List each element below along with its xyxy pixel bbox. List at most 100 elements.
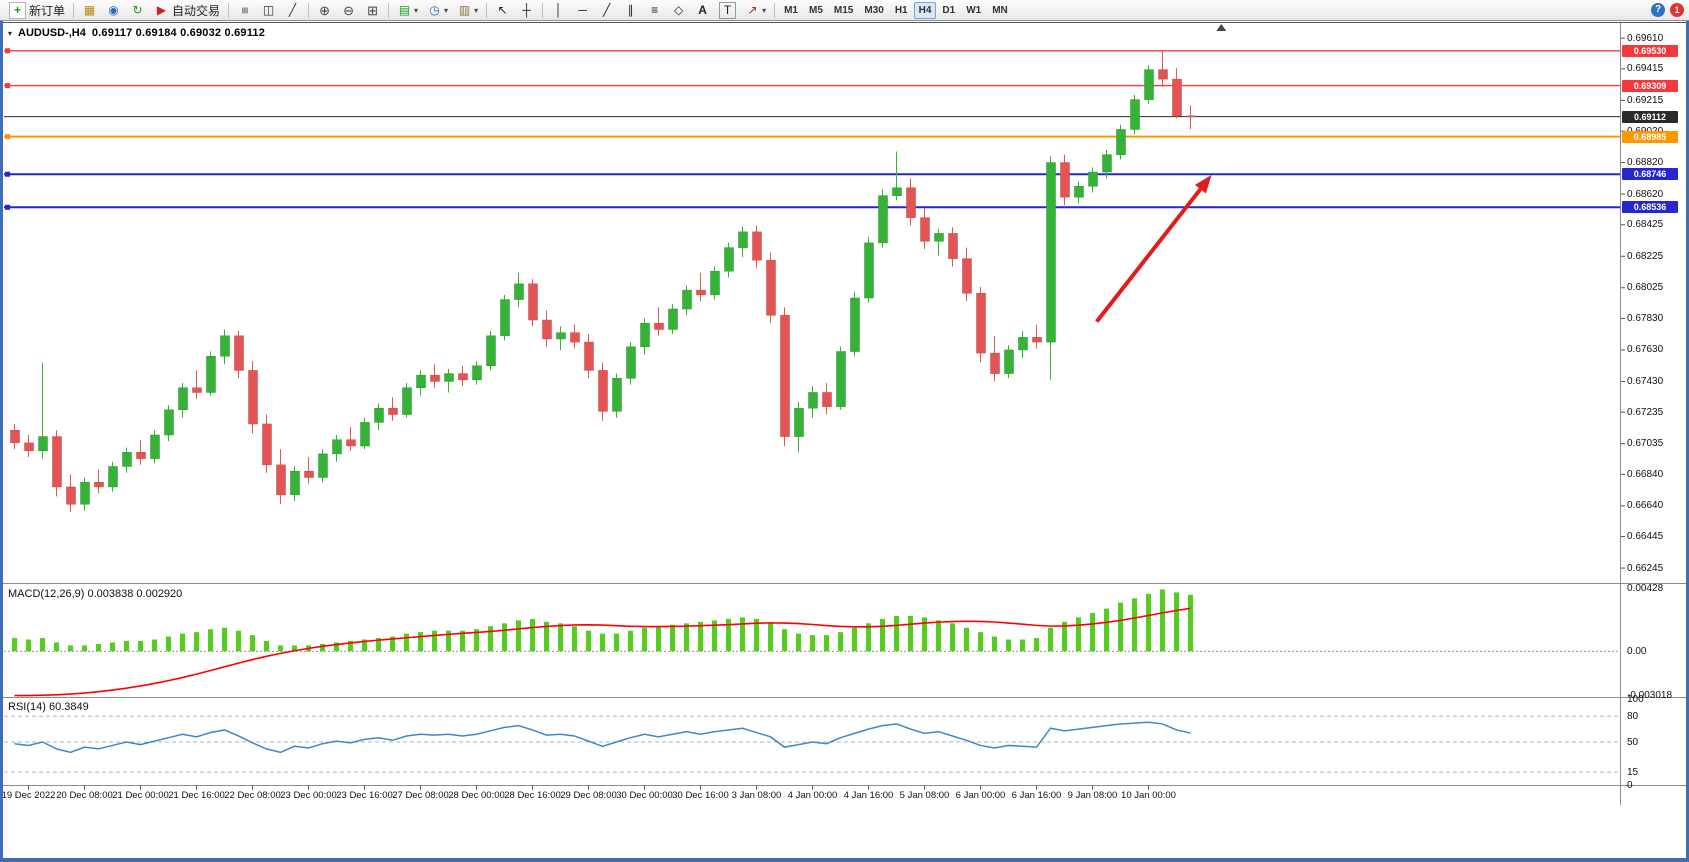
templates-button[interactable]: ▥ ▾ — [453, 1, 482, 19]
cursor-button[interactable]: ↖ — [491, 1, 514, 19]
level-handle[interactable] — [5, 83, 10, 89]
zoom-out-button[interactable]: ⊖ — [337, 1, 360, 19]
fibonacci-icon: ≡ — [651, 2, 659, 17]
window-border — [0, 0, 3, 862]
candle-body — [528, 283, 538, 321]
candle-body — [1046, 162, 1056, 343]
timeframe-m15[interactable]: M15 — [829, 2, 858, 19]
macd-bar — [1048, 627, 1053, 652]
candle-body — [934, 233, 944, 242]
horizontal-line-icon: ─ — [578, 2, 587, 17]
candlestick-button[interactable]: ◫ — [257, 1, 280, 19]
text-button[interactable]: A — [691, 1, 714, 19]
level-handle[interactable] — [5, 204, 10, 210]
zoom-in-button[interactable]: ⊕ — [313, 1, 336, 19]
candle-body — [332, 439, 342, 455]
help-icon[interactable]: ? — [1651, 3, 1665, 17]
timeframe-mn[interactable]: MN — [987, 2, 1013, 19]
timeframe-h4[interactable]: H4 — [913, 1, 937, 19]
horizontal-line-button[interactable]: ─ — [571, 1, 594, 19]
candle-body — [766, 259, 776, 316]
text-label-icon: T — [719, 1, 737, 19]
macd-bar — [572, 626, 577, 652]
horizontal-levels[interactable] — [4, 48, 1620, 210]
timeframe-m30[interactable]: M30 — [859, 2, 888, 19]
candle-body — [794, 407, 804, 437]
macd-bar — [852, 627, 857, 652]
refresh-button[interactable]: ↻ — [126, 1, 149, 19]
level-handle[interactable] — [5, 134, 10, 140]
chart-shift-marker[interactable] — [1216, 24, 1227, 31]
candle-body — [108, 466, 118, 488]
macd-bar — [866, 623, 871, 652]
candle-body — [990, 352, 1000, 374]
candle-body — [850, 297, 860, 352]
arrows-tool-button[interactable]: ↗ ▾ — [741, 1, 770, 19]
candle-body — [444, 373, 454, 382]
macd-bar — [782, 629, 787, 652]
macd-bar — [950, 623, 955, 652]
macd-bar — [740, 617, 745, 652]
text-label-button[interactable]: T — [715, 1, 740, 19]
timeframe-h1[interactable]: H1 — [890, 2, 913, 19]
profiles-button[interactable]: ◉ — [102, 1, 125, 19]
timeframe-w1[interactable]: W1 — [961, 2, 986, 19]
crosshair-button[interactable]: ┼ — [515, 1, 538, 19]
vertical-line-button[interactable]: │ — [547, 1, 570, 19]
new-order-button[interactable]: + 新订单 — [5, 1, 69, 19]
tile-windows-icon: ⊞ — [367, 2, 378, 18]
macd-bar — [390, 636, 395, 652]
macd-bar — [40, 638, 45, 652]
timeframe-m5[interactable]: M5 — [804, 2, 828, 19]
macd-bar — [1020, 639, 1025, 652]
candle-body — [472, 365, 482, 381]
candle-body — [24, 442, 34, 451]
shapes-button[interactable]: ◇ — [667, 1, 690, 19]
macd-bar — [166, 636, 171, 652]
notification-badge[interactable]: 1 — [1670, 3, 1684, 17]
window-border — [1686, 0, 1689, 862]
toolbar-separator — [486, 2, 488, 18]
candle-body — [150, 434, 160, 459]
macd-bar — [1174, 592, 1179, 652]
periods-button[interactable]: ◷ ▾ — [423, 1, 452, 19]
macd-bar — [516, 620, 521, 652]
macd-bar — [180, 633, 185, 652]
trend-arrow-head[interactable] — [1194, 175, 1212, 194]
timeframe-m1[interactable]: M1 — [779, 2, 803, 19]
fibonacci-button[interactable]: ≡ — [643, 1, 666, 19]
macd-bar — [376, 638, 381, 652]
channel-button[interactable]: ∥ — [619, 1, 642, 19]
macd-bar — [1090, 613, 1095, 652]
macd-bar — [404, 633, 409, 652]
candle-body — [458, 373, 468, 381]
candle-body — [1116, 129, 1126, 155]
macd-bar — [530, 618, 535, 652]
candle-body — [1060, 162, 1070, 198]
toolbar-separator — [388, 2, 390, 18]
candle-body — [10, 430, 20, 444]
line-chart-button[interactable]: ╱ — [281, 1, 304, 19]
level-handle[interactable] — [5, 171, 10, 177]
macd-bar — [1118, 602, 1123, 652]
trend-arrow[interactable] — [1095, 187, 1202, 323]
macd-bar — [96, 643, 101, 652]
candle-body — [612, 378, 622, 412]
macd-bar — [208, 629, 213, 652]
macd-bar — [222, 627, 227, 652]
indicators-button[interactable]: ▤ ▾ — [393, 1, 422, 19]
auto-trading-button[interactable]: ▶ 自动交易 — [150, 1, 224, 19]
shapes-icon: ◇ — [673, 2, 684, 17]
bar-chart-button[interactable]: ≡ — [233, 1, 256, 19]
level-handle[interactable] — [5, 48, 10, 54]
candle-body — [1088, 171, 1098, 187]
trendline-button[interactable]: ╱ — [595, 1, 618, 19]
macd-bar — [488, 626, 493, 652]
macd-bar — [922, 617, 927, 652]
tile-windows-button[interactable]: ⊞ — [361, 1, 384, 19]
macd-bar — [250, 635, 255, 652]
timeframe-d1[interactable]: D1 — [937, 2, 960, 19]
charts-button[interactable]: ▦ — [78, 1, 101, 19]
macd-bar — [810, 635, 815, 652]
